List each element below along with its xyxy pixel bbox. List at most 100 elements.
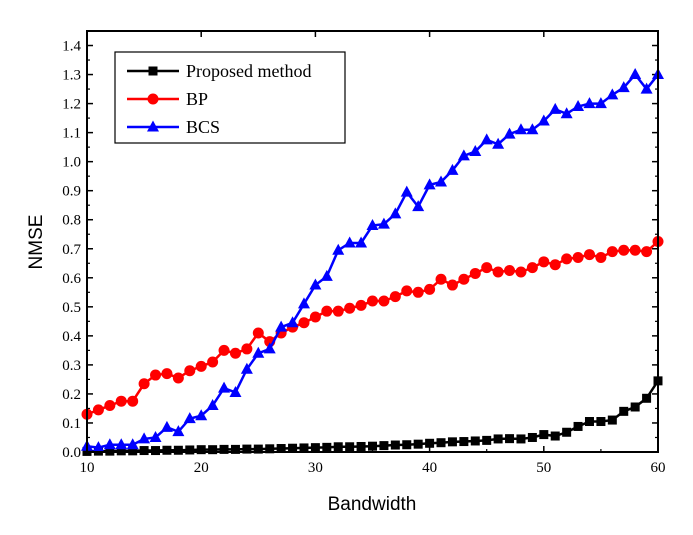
data-point (526, 262, 538, 274)
data-point (595, 251, 607, 263)
data-point (367, 295, 378, 307)
data-point (344, 302, 356, 314)
y-tick-label: 0.6 (62, 271, 81, 287)
data-point (630, 402, 640, 412)
data-point (309, 311, 321, 323)
data-point (322, 442, 332, 452)
y-tick-label: 0.8 (62, 213, 81, 229)
y-tick-label: 0.3 (62, 358, 81, 374)
data-point (435, 273, 447, 285)
data-point (562, 427, 572, 437)
data-point (390, 440, 400, 450)
legend-item: BCS (127, 117, 220, 137)
data-point (413, 439, 423, 449)
data-point (276, 444, 286, 454)
data-point (539, 430, 549, 440)
data-point (333, 442, 343, 452)
data-point (573, 421, 583, 431)
data-point (309, 278, 322, 290)
data-point (265, 444, 275, 454)
data-point (139, 446, 149, 456)
y-tick-label: 1.0 (62, 155, 81, 171)
data-point (241, 343, 253, 355)
data-point (185, 445, 195, 455)
data-point (115, 438, 128, 450)
data-point (389, 207, 402, 219)
series-bcs (81, 68, 664, 453)
data-point (377, 217, 390, 229)
data-point (355, 299, 367, 311)
data-point (459, 437, 469, 447)
data-point (229, 347, 241, 359)
data-point (162, 445, 172, 455)
data-point (400, 185, 413, 197)
x-axis-title: Bandwidth (328, 494, 417, 515)
legend: Proposed method BP BCS (114, 51, 346, 144)
data-point (332, 305, 344, 317)
data-point (92, 441, 105, 453)
data-point (481, 262, 493, 274)
data-point (230, 444, 240, 454)
data-point (172, 372, 184, 384)
data-point (469, 144, 482, 156)
data-point (195, 360, 207, 372)
y-tick-label: 0.0 (62, 445, 81, 461)
series-bp (81, 236, 664, 420)
data-point (538, 256, 550, 268)
data-point (172, 425, 185, 437)
data-point (368, 441, 377, 451)
data-point (128, 446, 138, 456)
y-tick-label: 0.7 (62, 242, 81, 258)
data-point (504, 265, 516, 277)
y-axis-title: NMSE (26, 215, 47, 270)
data-point (310, 443, 320, 453)
data-point (526, 123, 539, 135)
data-point (366, 219, 379, 231)
data-point (402, 440, 412, 450)
legend-marker (147, 93, 159, 105)
data-point (297, 297, 310, 309)
data-point (288, 443, 298, 453)
legend-label: BP (186, 89, 208, 109)
data-point (618, 244, 630, 256)
x-tick-label: 10 (80, 460, 95, 476)
data-point (482, 435, 492, 445)
data-point (492, 266, 504, 278)
data-point (596, 417, 606, 427)
data-point (240, 362, 253, 374)
data-point (516, 434, 526, 444)
x-tick-label: 50 (536, 460, 551, 476)
data-point (298, 317, 310, 329)
data-point (469, 267, 481, 279)
data-point (343, 236, 356, 248)
data-point (457, 149, 470, 161)
data-point (640, 82, 653, 94)
data-point (208, 445, 218, 455)
series-line (86, 240, 659, 416)
x-tick-label: 60 (651, 460, 666, 476)
legend-item: BP (127, 89, 208, 109)
data-point (345, 442, 355, 452)
data-point (619, 406, 629, 416)
data-point (401, 285, 413, 297)
data-point (503, 127, 516, 139)
data-point (356, 441, 366, 451)
data-point (527, 432, 537, 442)
data-point (572, 251, 584, 263)
data-point (320, 269, 333, 281)
data-point (355, 236, 368, 248)
data-point (206, 399, 219, 411)
data-point (424, 283, 436, 295)
data-point (549, 102, 562, 114)
data-point (229, 385, 242, 397)
data-point (183, 412, 196, 424)
data-point (150, 369, 162, 381)
data-point (606, 88, 619, 100)
data-point (560, 107, 573, 119)
data-point (286, 316, 299, 328)
data-point (252, 327, 264, 339)
data-point (641, 246, 653, 258)
data-point (583, 97, 596, 109)
y-tick-label: 1.1 (62, 126, 81, 142)
